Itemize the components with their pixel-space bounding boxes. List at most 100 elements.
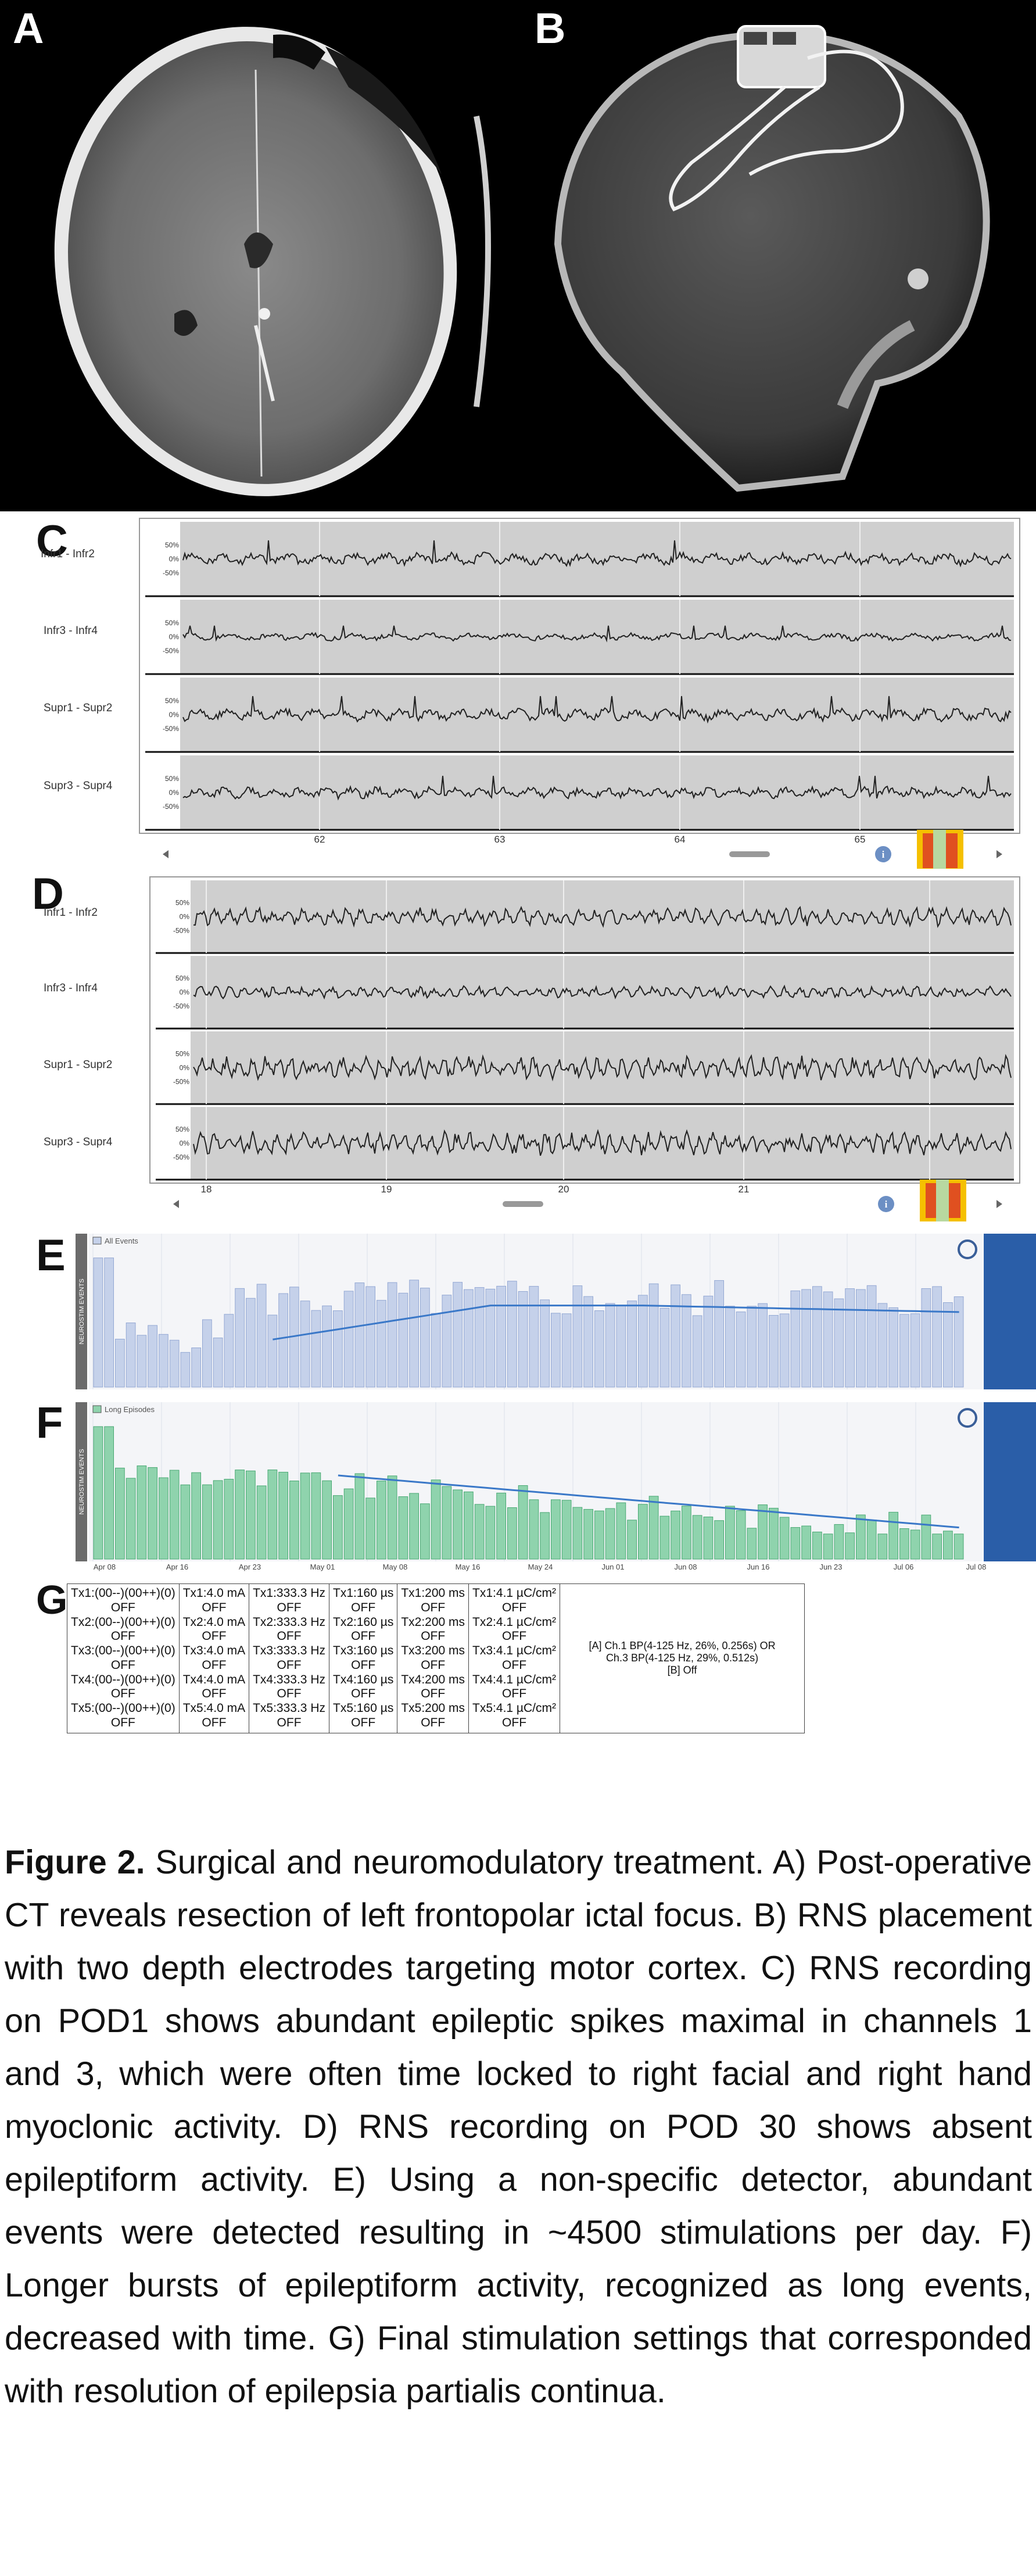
bar: [932, 1534, 942, 1560]
setting-value: Tx1:200 ms: [401, 1586, 465, 1600]
scale-label: -50%: [173, 1002, 189, 1011]
bar: [953, 1534, 964, 1560]
bar: [529, 1286, 539, 1388]
channel-background: [191, 1031, 1014, 1104]
setting-entry: Tx1:200 ms OFF: [401, 1586, 465, 1615]
scale-label: -50%: [173, 1078, 189, 1086]
caption-text: Surgical and neuromodulatory treatment. …: [5, 1844, 1032, 2410]
setting-value: Tx2:4.1 µC/cm²: [472, 1615, 557, 1629]
setting-state: OFF: [502, 1600, 527, 1614]
bar: [551, 1313, 561, 1388]
setting-value: Tx3:4.1 µC/cm²: [472, 1644, 557, 1658]
legend-swatch: [92, 1237, 102, 1245]
right-sidebar: [984, 1234, 1036, 1389]
bar: [856, 1514, 866, 1560]
setting-value: Tx2:(00--)(00++)(0): [71, 1615, 175, 1629]
bar: [943, 1302, 953, 1388]
bar: [311, 1472, 321, 1560]
setting-entry: Tx2:160 µs OFF: [333, 1615, 393, 1645]
scale-label: -50%: [163, 569, 179, 577]
eeg-trace: [193, 984, 1012, 1000]
settings-column: Tx1:160 µs OFF Tx2:160 µs OFF Tx3:160 µs OFF T…: [328, 1583, 398, 1733]
setting-entry: Tx5:(00--)(00++)(0) OFF: [71, 1701, 175, 1731]
setting-state: OFF: [202, 1715, 227, 1729]
bar: [801, 1289, 811, 1388]
scroll-left-arrow: [173, 1200, 179, 1208]
bar: [387, 1475, 397, 1560]
setting-state: OFF: [277, 1600, 302, 1614]
setting-value: Tx5:333.3 Hz: [253, 1701, 325, 1715]
bar: [518, 1485, 528, 1560]
setting-state: OFF: [421, 1600, 446, 1614]
bar: [191, 1472, 201, 1560]
all-events-chart: NEUROSTIM EVENTS All Events E: [0, 1229, 1036, 1398]
bar: [932, 1286, 942, 1388]
bar: [169, 1339, 180, 1388]
setting-value: Tx1:160 µs: [333, 1586, 394, 1600]
bar: [834, 1298, 844, 1388]
bar: [409, 1493, 419, 1560]
bar: [246, 1298, 256, 1388]
bar: [638, 1295, 648, 1388]
setting-value: Tx2:333.3 Hz: [253, 1615, 325, 1629]
setting-entry: Tx1:(00--)(00++)(0) OFF: [71, 1586, 175, 1615]
setting-state: OFF: [277, 1629, 302, 1643]
stimulation-settings-table: Tx1:(00--)(00++)(0) OFF Tx2:(00--)(00++)(0…: [67, 1583, 805, 1733]
y-axis-label: NEUROSTIM EVENTS: [78, 1278, 85, 1344]
stimulation-settings-panel: G Tx1:(00--)(00++)(0) OFF Tx2:(00--)(00++)…: [0, 1577, 1036, 1826]
bar: [420, 1503, 430, 1560]
bar: [431, 1479, 441, 1560]
trend-line: [273, 1305, 959, 1341]
detection-setting: [B] Off: [667, 1664, 697, 1676]
bar: [823, 1291, 833, 1388]
channel-background: [180, 600, 1014, 674]
bar: [856, 1289, 866, 1388]
bar: [627, 1520, 637, 1560]
eeg-trace: [182, 625, 1012, 643]
x-tick-label: Apr 23: [239, 1563, 261, 1571]
bar: [769, 1507, 779, 1560]
setting-value: Tx5:4.0 mA: [182, 1701, 246, 1715]
bar: [256, 1284, 267, 1388]
bar: [115, 1338, 125, 1388]
setting-entry: Tx3:(00--)(00++)(0) OFF: [71, 1644, 175, 1673]
setting-entry: Tx4:4.1 µC/cm² OFF: [472, 1673, 556, 1702]
bar: [627, 1300, 637, 1388]
setting-value: Tx3:4.0 mA: [182, 1644, 246, 1658]
info-icon-glyph: i: [885, 1199, 888, 1210]
setting-entry: Tx4:4.0 mA OFF: [183, 1673, 245, 1702]
bar: [877, 1534, 888, 1560]
bar: [453, 1489, 463, 1560]
panel-c-label: C: [36, 517, 68, 566]
bar: [736, 1312, 746, 1388]
x-tick-label: Apr 08: [94, 1563, 116, 1571]
bar: [758, 1303, 768, 1388]
setting-state: OFF: [202, 1600, 227, 1614]
scale-label: 0%: [169, 555, 180, 563]
setting-state: OFF: [277, 1687, 302, 1701]
bar: [866, 1520, 877, 1560]
bar: [953, 1296, 964, 1388]
x-tick-label: Jun 08: [674, 1563, 697, 1571]
scale-label: 0%: [180, 1140, 190, 1148]
bar: [235, 1288, 245, 1388]
bar: [496, 1492, 506, 1560]
panel-d-label: D: [32, 869, 64, 919]
detection-settings-cell: [A] Ch.1 BP(4-125 Hz, 26%, 0.256s) OR Ch.…: [560, 1583, 805, 1733]
setting-value: Tx3:200 ms: [401, 1644, 465, 1658]
bar: [518, 1291, 528, 1388]
eeg-trace: [193, 1054, 1012, 1081]
setting-entry: Tx4:333.3 Hz OFF: [253, 1673, 325, 1702]
time-tick-label: 65: [855, 834, 866, 845]
bar: [540, 1299, 550, 1388]
eeg-pod30-svg: 50% 0% -50% 50% 0% -50% 50% 0% -50% 50% 0% -50% 18 19…: [149, 876, 1020, 1221]
bar: [474, 1287, 485, 1388]
bar: [910, 1313, 920, 1388]
bar: [812, 1286, 822, 1388]
long-episodes-chart: NEUROSTIM EVENTS Long Episodes Apr 08 Apr 1…: [0, 1398, 1036, 1577]
bar: [420, 1288, 430, 1388]
setting-state: OFF: [202, 1687, 227, 1701]
bar: [398, 1496, 408, 1560]
bar: [616, 1502, 626, 1560]
bar: [311, 1310, 321, 1388]
